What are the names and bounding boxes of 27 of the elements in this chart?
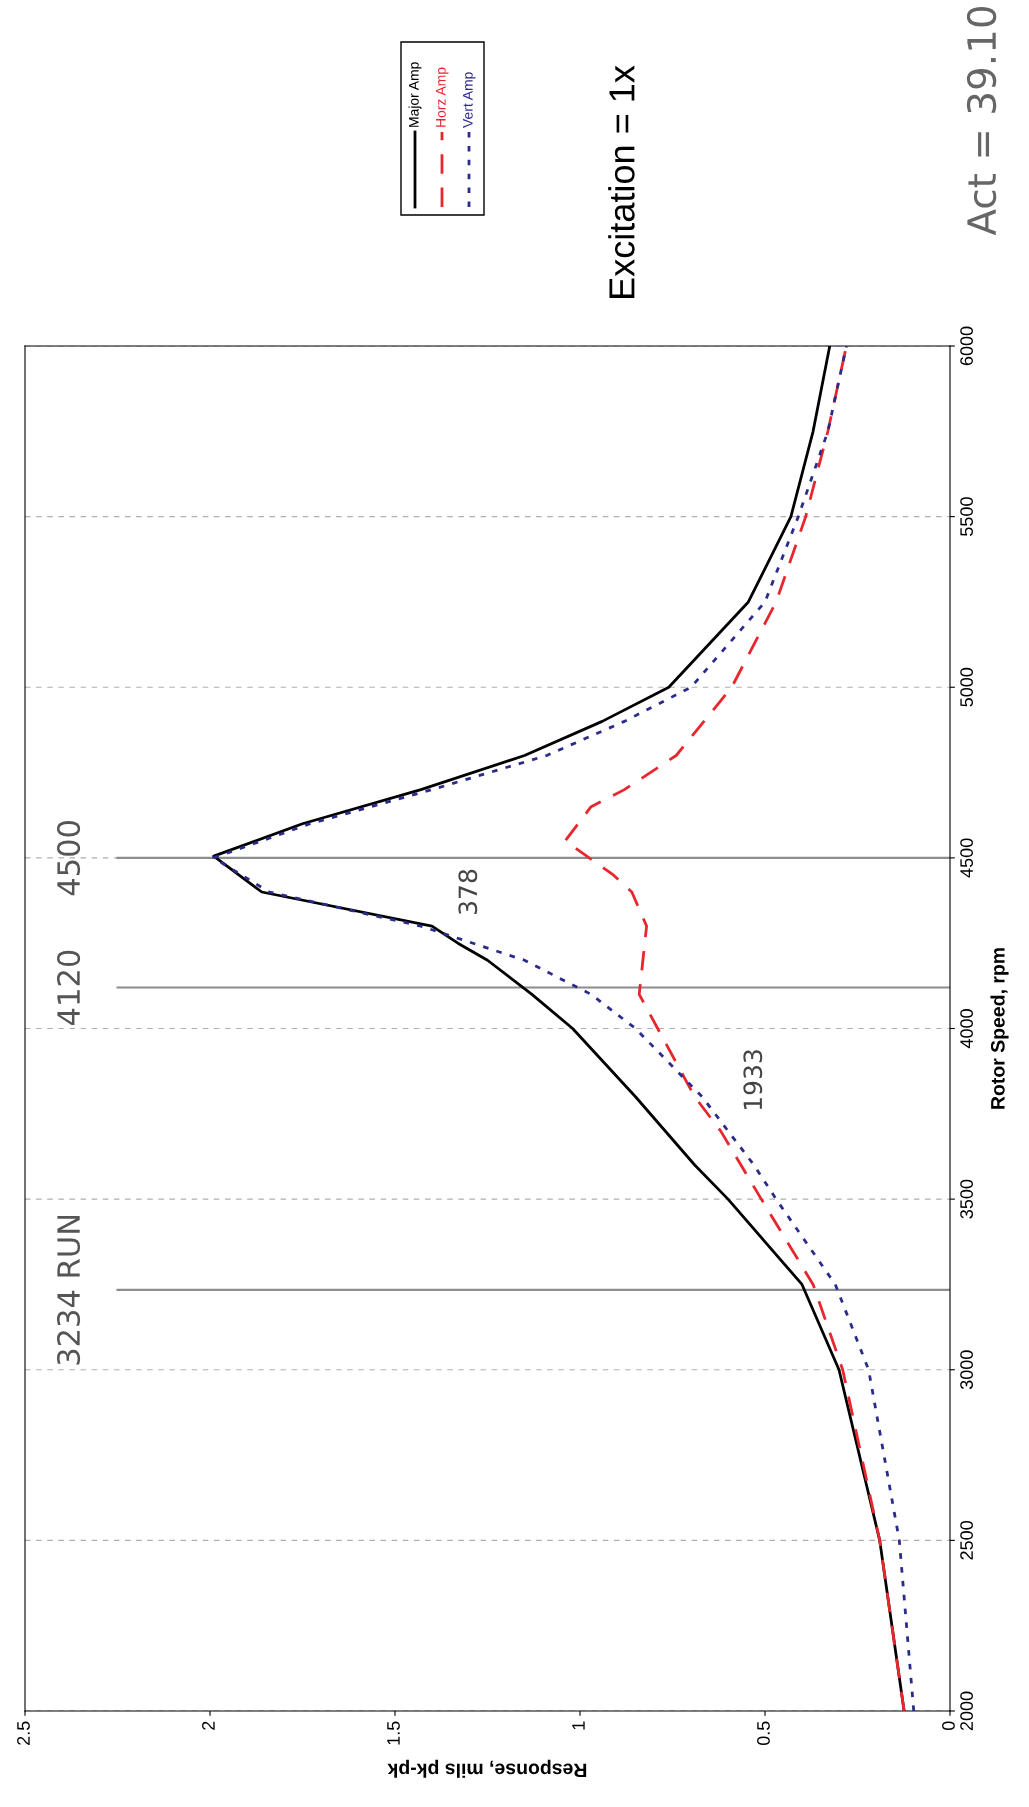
y-tick-label: 5500 [960, 497, 973, 536]
y-tick-label: 2000 [960, 1691, 973, 1731]
y-tick-label: 6000 [960, 326, 973, 366]
x-tick-label: 0.5 [757, 1721, 770, 1746]
x-tick-label: 2 [202, 1721, 215, 1730]
y-tick-label: 5000 [960, 667, 973, 707]
y-axis-title: Rotor Speed, rpm [990, 948, 1009, 1109]
ref-line-label: 3234 RUN [57, 1215, 81, 1365]
text: Act = 39.10 [966, 6, 997, 236]
ref-line-label: 4500 [57, 821, 81, 896]
annotation: 378 [458, 869, 478, 914]
x-tick-label: 1.5 [387, 1721, 400, 1745]
text: Excitation = 1x [608, 65, 635, 298]
ref-line-label: 4120 [57, 950, 81, 1025]
x-tick-label: 0 [942, 1721, 955, 1731]
y-tick-label: 3000 [960, 1350, 973, 1390]
y-tick-label: 3500 [960, 1179, 973, 1219]
text: Horz Amp [436, 67, 449, 127]
annotation: 1933 [743, 1050, 763, 1110]
x-axis-title: Response, mils pk-pk [387, 1759, 587, 1778]
text: Vert Amp [463, 72, 476, 128]
x-tick-label: 2.5 [17, 1721, 30, 1745]
y-tick-label: 4000 [960, 1009, 973, 1049]
y-tick-label: 4500 [960, 838, 973, 878]
text: Major Amp [408, 62, 422, 127]
x-tick-label: 1 [572, 1721, 585, 1730]
y-tick-label: 2500 [960, 1521, 973, 1560]
